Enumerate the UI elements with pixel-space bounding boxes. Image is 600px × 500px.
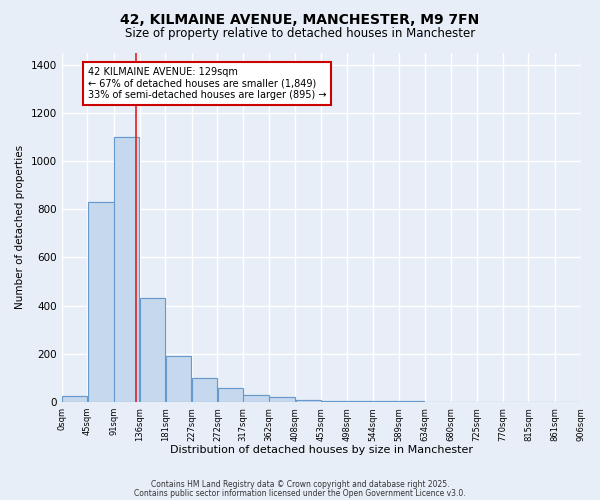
Bar (218, 388, 243, 402)
Bar (347, 401, 373, 402)
Text: 42, KILMAINE AVENUE, MANCHESTER, M9 7FN: 42, KILMAINE AVENUE, MANCHESTER, M9 7FN (121, 12, 479, 26)
Bar (347, 401, 373, 402)
Bar (114, 137, 139, 402)
Bar (192, 378, 217, 402)
Text: Contains public sector information licensed under the Open Government Licence v3: Contains public sector information licen… (134, 488, 466, 498)
Text: Contains HM Land Registry data © Crown copyright and database right 2025.: Contains HM Land Registry data © Crown c… (151, 480, 449, 489)
Bar (140, 298, 165, 402)
Y-axis label: Number of detached properties: Number of detached properties (15, 145, 25, 310)
Bar (140, 298, 165, 402)
Bar (296, 400, 321, 402)
Bar (269, 398, 295, 402)
Bar (244, 395, 269, 402)
Bar (88, 202, 113, 402)
Bar (88, 202, 113, 402)
Bar (322, 401, 347, 402)
Bar (62, 396, 87, 402)
Bar (166, 356, 191, 402)
Bar (399, 401, 424, 402)
Bar (269, 398, 295, 402)
Bar (244, 395, 269, 402)
Bar (62, 396, 87, 402)
Bar (373, 401, 399, 402)
X-axis label: Distribution of detached houses by size in Manchester: Distribution of detached houses by size … (170, 445, 473, 455)
Bar (322, 401, 347, 402)
Bar (218, 388, 243, 402)
Bar (166, 356, 191, 402)
Bar (114, 137, 139, 402)
Text: Size of property relative to detached houses in Manchester: Size of property relative to detached ho… (125, 28, 475, 40)
Text: 42 KILMAINE AVENUE: 129sqm
← 67% of detached houses are smaller (1,849)
33% of s: 42 KILMAINE AVENUE: 129sqm ← 67% of deta… (88, 67, 326, 100)
Bar (399, 401, 424, 402)
Bar (296, 400, 321, 402)
Bar (192, 378, 217, 402)
Bar (373, 401, 399, 402)
